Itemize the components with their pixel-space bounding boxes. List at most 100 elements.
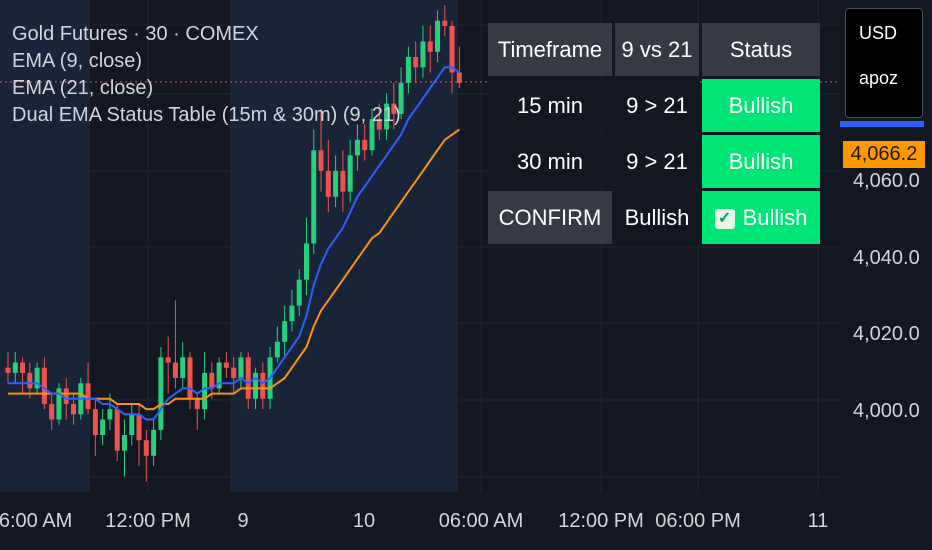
- x-axis-label: 06:00 AM: [438, 510, 524, 532]
- candle-body: [187, 357, 193, 399]
- table-row: 15 min 9 > 21 Bullish: [488, 79, 820, 132]
- row-status: Bullish: [702, 79, 820, 132]
- candle-body: [296, 279, 302, 306]
- row-compare: 9 > 21: [615, 135, 699, 188]
- candle-body: [456, 72, 462, 83]
- candle-body: [413, 56, 419, 68]
- chart-legend: Gold Futures · 30 · COMEX EMA (9, close)…: [12, 21, 401, 129]
- candle-body: [420, 41, 426, 68]
- candle-body: [311, 150, 317, 244]
- candle-body: [12, 362, 18, 373]
- x-axis-label: 12:00 PM: [105, 510, 191, 532]
- candle-body: [49, 403, 55, 420]
- candle-body: [435, 20, 441, 52]
- candle-body: [376, 119, 382, 130]
- candle-body: [354, 139, 360, 156]
- candle-body: [347, 155, 353, 192]
- candle-body: [129, 414, 135, 436]
- candle-body: [165, 357, 171, 363]
- candle-body: [260, 372, 266, 399]
- row-timeframe: 30 min: [488, 135, 612, 188]
- indicator-legend[interactable]: Dual EMA Status Table (15m & 30m) (9, 21…: [12, 104, 401, 126]
- candle-body: [216, 362, 222, 389]
- candle-body: [362, 139, 368, 151]
- candle-body: [151, 429, 157, 456]
- candle-body: [238, 357, 244, 379]
- candle-body: [172, 362, 178, 379]
- candle-body: [121, 435, 127, 451]
- candle-body: [114, 409, 120, 451]
- candle-body: [384, 103, 390, 130]
- header-status: Status: [702, 23, 820, 76]
- candle-body: [63, 388, 69, 404]
- y-axis-label: 4,000.0: [853, 400, 920, 422]
- candle-body: [398, 82, 404, 114]
- ema-fast-legend[interactable]: EMA (9, close): [12, 50, 143, 72]
- symbol-title[interactable]: Gold Futures · 30 · COMEX: [12, 23, 259, 45]
- candle-body: [209, 372, 215, 389]
- row-status: Bullish: [702, 135, 820, 188]
- candle-body: [92, 409, 98, 436]
- candle-body: [391, 103, 397, 114]
- candle-body: [303, 243, 309, 280]
- candle-body: [100, 419, 106, 436]
- candle-body: [427, 41, 433, 52]
- header-timeframe: Timeframe: [488, 23, 612, 76]
- candle-body: [318, 150, 324, 171]
- last-price-label: 4,066.2: [843, 141, 925, 168]
- candle-body: [158, 357, 164, 430]
- candle-body: [56, 388, 62, 420]
- candle-body: [71, 403, 77, 415]
- x-axis-label: 06:00 AM: [0, 510, 73, 532]
- confirm-row: CONFIRM Bullish ✓ Bullish: [488, 191, 820, 244]
- y-axis-label: 4,020.0: [853, 323, 920, 345]
- ema-fast-line: [8, 66, 460, 421]
- candle-body: [34, 367, 40, 389]
- candle-body: [107, 409, 113, 420]
- currency-selector[interactable]: USD apoz: [845, 8, 923, 118]
- confirm-status-cell: ✓ Bullish: [702, 191, 820, 244]
- candle-body: [289, 305, 295, 322]
- candle-body: [282, 321, 288, 342]
- table-header-row: Timeframe 9 vs 21 Status: [488, 23, 820, 76]
- confirm-label: CONFIRM: [488, 191, 612, 244]
- candle-body: [449, 25, 455, 73]
- confirm-status: Bullish: [742, 204, 808, 230]
- confirm-value: Bullish: [615, 191, 699, 244]
- candle-body: [369, 119, 375, 151]
- ema-status-table: Timeframe 9 vs 21 Status 15 min 9 > 21 B…: [485, 20, 823, 247]
- candle-body: [274, 341, 280, 358]
- candle-body: [333, 170, 339, 197]
- y-axis-label: 4,060.0: [853, 170, 920, 192]
- row-compare: 9 > 21: [615, 79, 699, 132]
- candle-body: [245, 357, 251, 399]
- table-row: 30 min 9 > 21 Bullish: [488, 135, 820, 188]
- candle-body: [41, 367, 47, 404]
- x-axis-label: 10: [352, 510, 376, 532]
- header-compare: 9 vs 21: [615, 23, 699, 76]
- x-axis-label: 11: [807, 510, 829, 532]
- currency-code: USD: [859, 23, 898, 43]
- candle-body: [325, 170, 331, 197]
- candle-body: [194, 398, 200, 410]
- candle-body: [180, 357, 186, 379]
- price-scale-marker: [840, 121, 924, 127]
- candle-body: [405, 56, 411, 83]
- y-axis-label: 4,040.0: [853, 247, 920, 269]
- candle-body: [231, 367, 237, 379]
- candle-body: [20, 362, 26, 373]
- candle-body: [5, 367, 11, 373]
- ema-slow-legend[interactable]: EMA (21, close): [12, 77, 154, 99]
- x-axis-label: 06:00 PM: [655, 510, 741, 532]
- candle-body: [253, 372, 259, 399]
- ema-slow-line: [8, 128, 460, 411]
- candle-body: [85, 383, 91, 410]
- candle-body: [442, 20, 448, 26]
- candle-body: [143, 440, 149, 456]
- row-timeframe: 15 min: [488, 79, 612, 132]
- candle-body: [202, 372, 208, 410]
- x-axis-label: 12:00 PM: [558, 510, 644, 532]
- candle-body: [136, 414, 142, 441]
